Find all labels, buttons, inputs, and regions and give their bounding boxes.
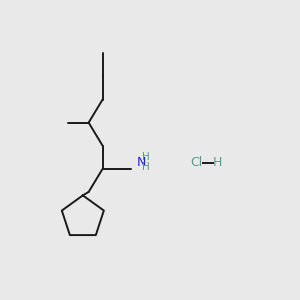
Text: H: H bbox=[142, 152, 150, 162]
Text: H: H bbox=[142, 162, 150, 172]
Text: N: N bbox=[136, 156, 146, 169]
Text: H: H bbox=[213, 156, 222, 169]
Text: Cl: Cl bbox=[190, 156, 203, 169]
